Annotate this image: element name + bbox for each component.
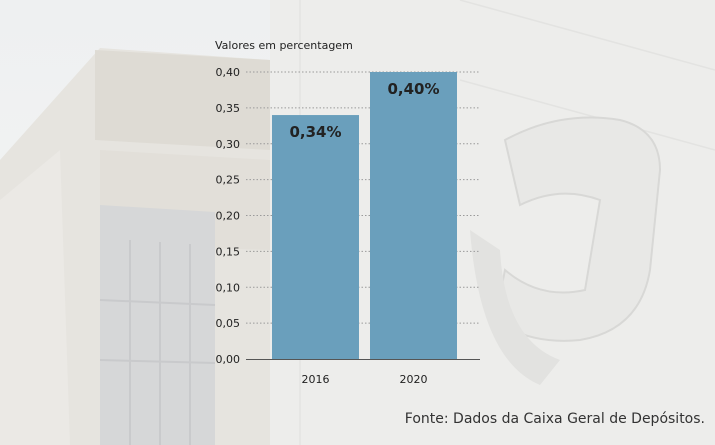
y-tick-label: 0,20 xyxy=(216,210,241,223)
y-axis-title: Valores em percentagem xyxy=(215,39,353,52)
bars xyxy=(272,72,457,359)
data-label: 0,40% xyxy=(387,80,439,98)
y-tick-labels: 0,00 0,05 0,10 0,15 0,20 0,25 0,30 0,35 0,40 xyxy=(216,66,241,366)
y-tick-label: 0,35 xyxy=(216,102,241,115)
bar-2020 xyxy=(370,72,457,359)
y-tick-label: 0,10 xyxy=(216,281,241,294)
bar-2016 xyxy=(272,115,359,359)
y-tick-label: 0,25 xyxy=(216,174,241,187)
x-tick-label: 2020 xyxy=(400,373,428,386)
data-label: 0,34% xyxy=(289,123,341,141)
source-caption: Fonte: Dados da Caixa Geral de Depósitos… xyxy=(404,411,705,427)
data-labels: 0,34% 0,40% xyxy=(289,80,439,141)
y-tick-label: 0,05 xyxy=(216,317,241,330)
x-tick-labels: 2016 2020 xyxy=(302,373,428,386)
x-tick-label: 2016 xyxy=(302,373,330,386)
y-tick-label: 0,30 xyxy=(216,138,241,151)
y-tick-label: 0,15 xyxy=(216,245,241,258)
y-tick-label: 0,00 xyxy=(216,353,241,366)
y-tick-label: 0,40 xyxy=(216,66,241,79)
